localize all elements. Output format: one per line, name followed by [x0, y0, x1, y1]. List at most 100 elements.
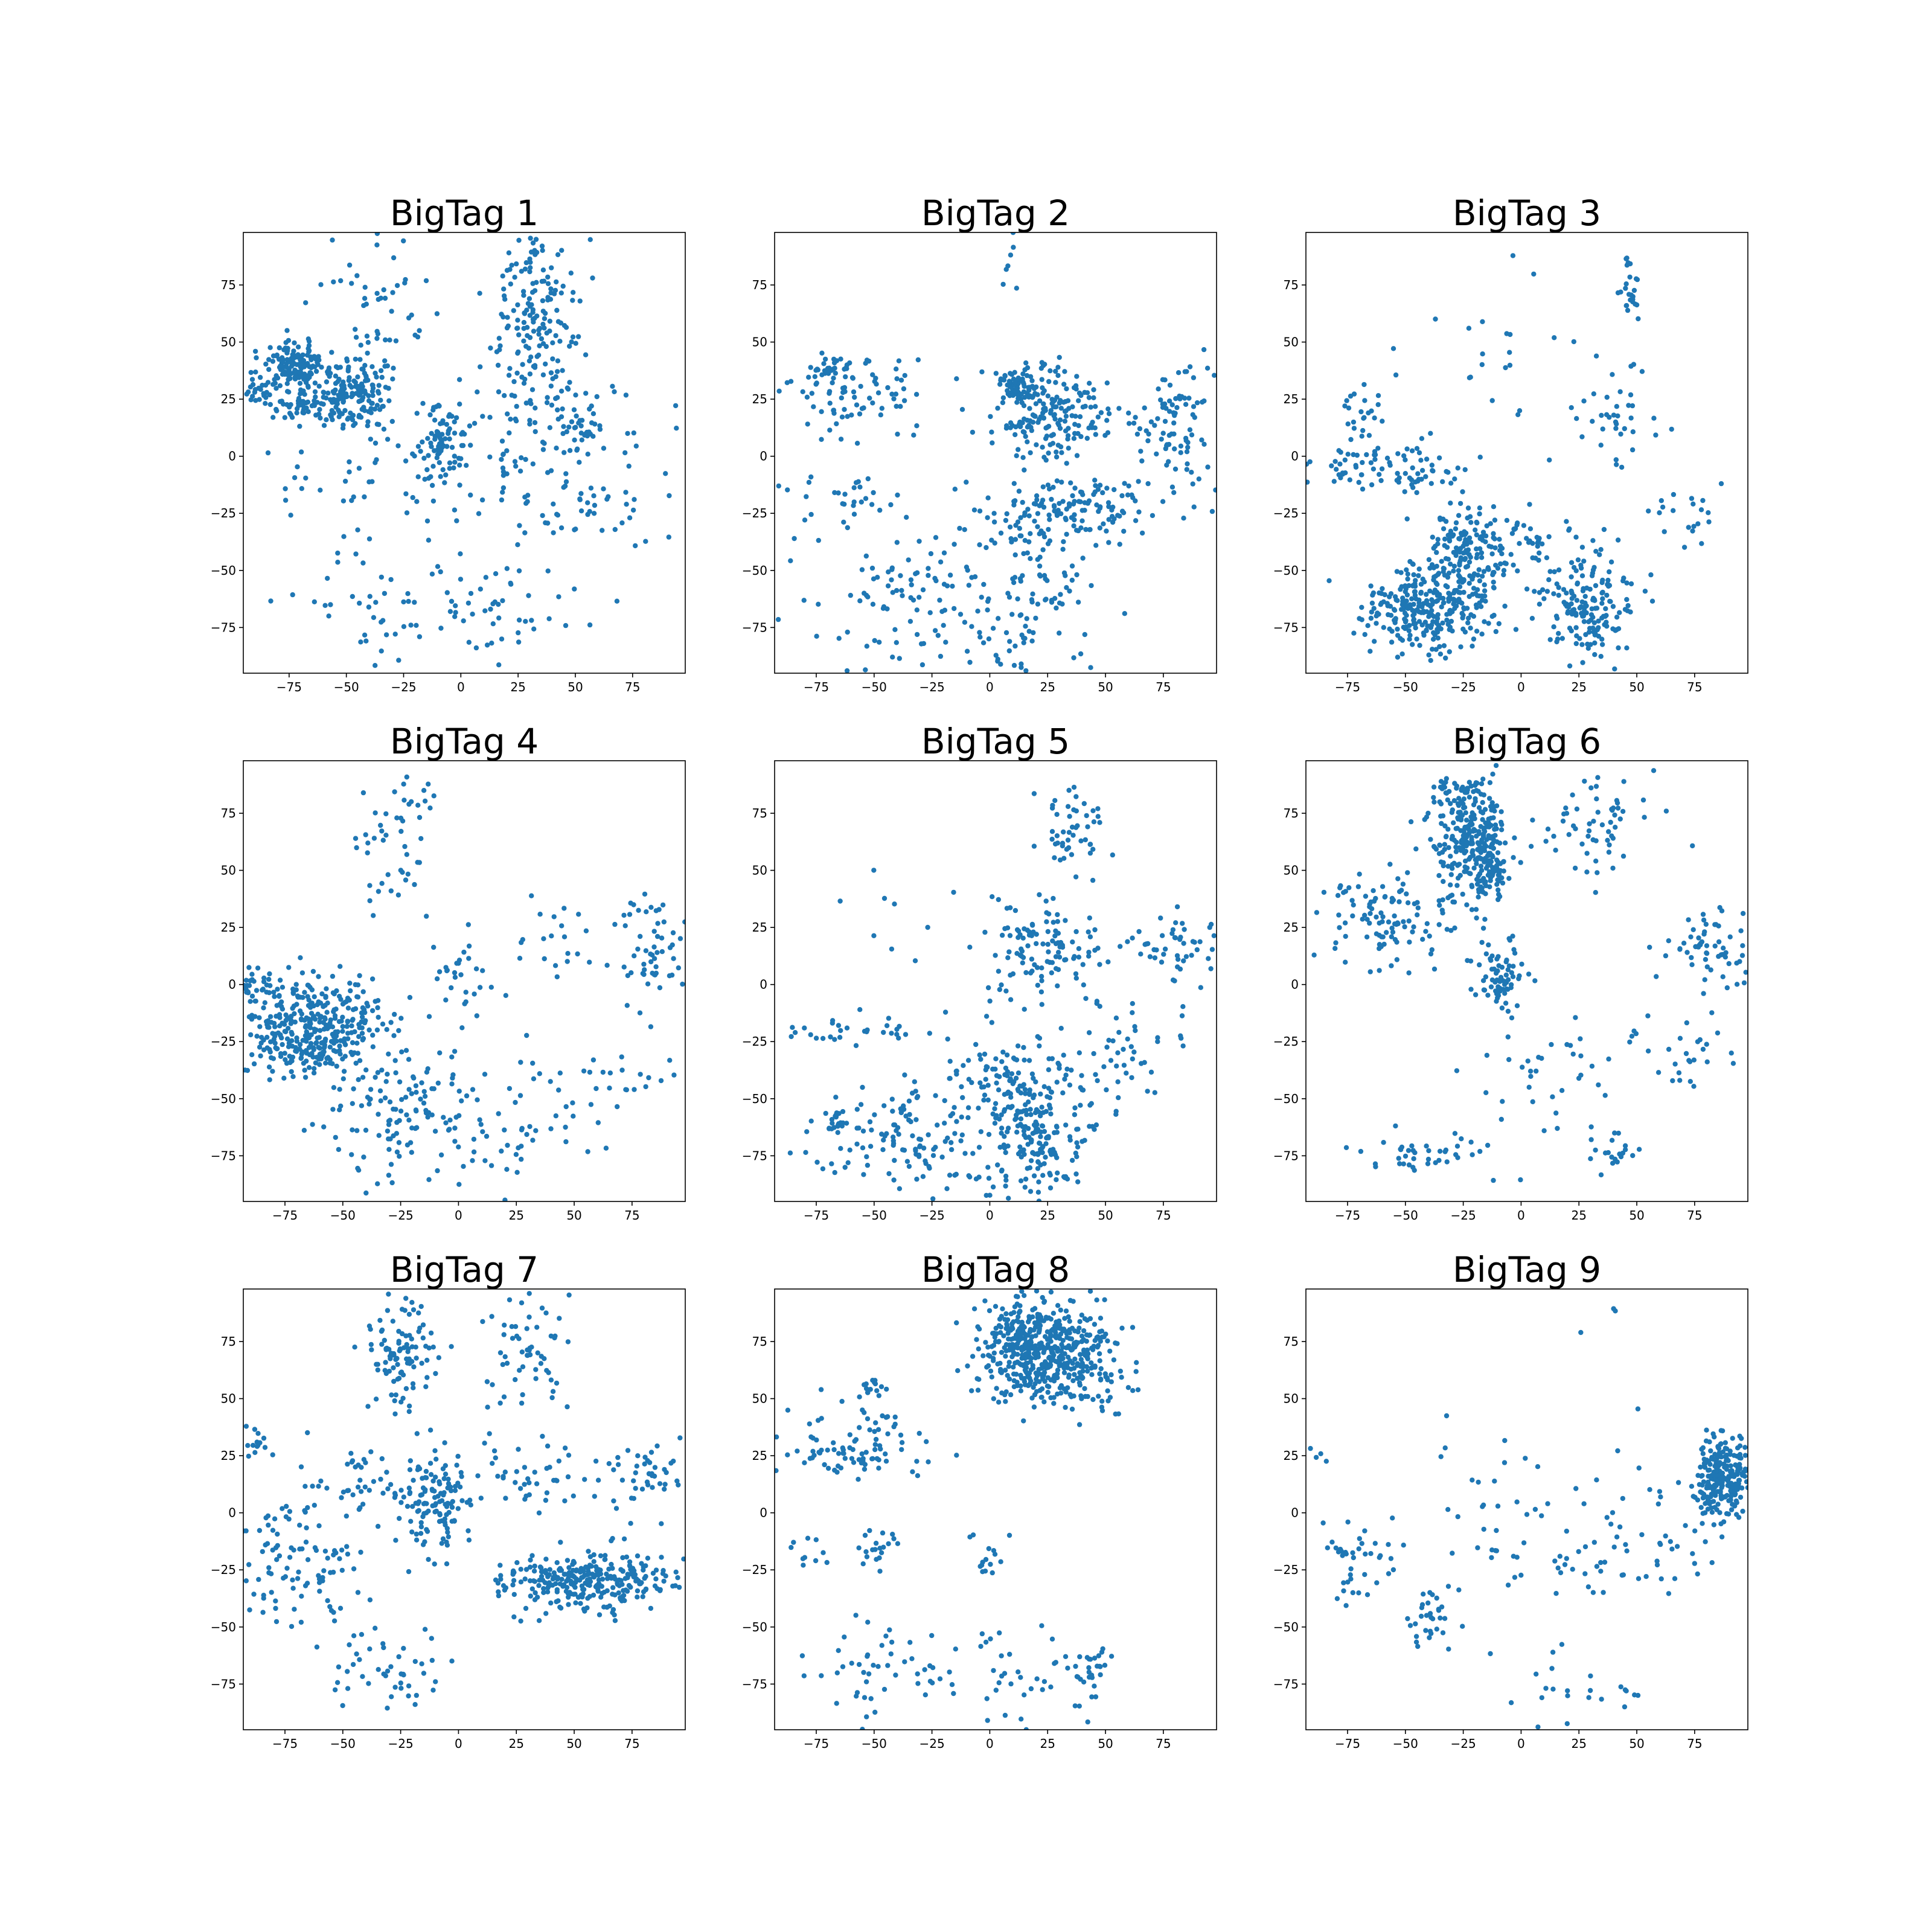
- data-point: [366, 536, 373, 542]
- data-point: [571, 290, 576, 295]
- data-point: [1441, 566, 1447, 572]
- data-point: [852, 394, 857, 400]
- data-point: [471, 1136, 477, 1142]
- data-point: [977, 508, 983, 514]
- data-point: [499, 456, 504, 462]
- data-point: [1053, 380, 1058, 385]
- data-point: [593, 1086, 599, 1092]
- data-point: [1147, 954, 1153, 959]
- data-point: [1610, 807, 1615, 813]
- data-point: [1012, 643, 1018, 649]
- data-point: [480, 1129, 485, 1134]
- data-point: [1205, 464, 1211, 470]
- data-point: [295, 464, 300, 470]
- data-point: [1460, 891, 1465, 897]
- data-point: [370, 392, 376, 398]
- data-point: [385, 363, 390, 369]
- data-point: [531, 1076, 537, 1082]
- data-point: [1451, 899, 1457, 905]
- data-point: [508, 281, 513, 287]
- data-point: [898, 573, 903, 578]
- data-point: [422, 476, 427, 482]
- data-point: [1699, 541, 1704, 546]
- data-point: [1000, 281, 1006, 287]
- data-point: [1723, 950, 1729, 956]
- data-point: [547, 425, 552, 430]
- data-point: [872, 1112, 877, 1118]
- data-point: [1139, 458, 1145, 464]
- data-point: [440, 467, 446, 473]
- data-point: [1062, 418, 1068, 424]
- data-point: [1051, 484, 1056, 490]
- y-tick-label: 0: [1291, 449, 1299, 464]
- data-point: [621, 964, 627, 970]
- data-point: [1023, 624, 1028, 629]
- data-point: [1430, 647, 1435, 652]
- data-point: [472, 991, 477, 997]
- data-point: [1580, 660, 1585, 665]
- data-point: [509, 263, 514, 268]
- data-point: [480, 414, 485, 419]
- data-point: [1413, 846, 1419, 852]
- data-point: [577, 298, 583, 304]
- data-point: [1419, 476, 1424, 482]
- data-point: [587, 406, 592, 412]
- data-point: [1463, 530, 1469, 536]
- data-point: [1499, 809, 1504, 814]
- data-point: [296, 395, 302, 401]
- data-point: [504, 448, 510, 453]
- data-point: [1578, 565, 1584, 571]
- data-point: [1361, 415, 1367, 420]
- data-point: [973, 1041, 979, 1048]
- data-point: [484, 642, 490, 648]
- data-point: [1474, 915, 1479, 921]
- data-point: [1080, 518, 1085, 523]
- data-point: [1474, 546, 1479, 552]
- data-point: [1431, 966, 1438, 972]
- data-point: [1040, 1110, 1046, 1115]
- data-point: [286, 377, 291, 382]
- data-point: [1166, 398, 1172, 404]
- data-point: [305, 346, 311, 351]
- data-point: [1002, 1092, 1008, 1097]
- data-point: [870, 372, 875, 377]
- data-point: [1491, 845, 1496, 851]
- data-point: [1025, 550, 1031, 555]
- data-point: [318, 1000, 324, 1006]
- data-point: [1055, 919, 1061, 924]
- data-point: [1559, 636, 1565, 641]
- data-point: [1592, 598, 1598, 603]
- data-point: [337, 1051, 343, 1057]
- data-point: [330, 389, 336, 394]
- data-point: [1076, 499, 1082, 504]
- data-point: [1377, 968, 1382, 973]
- data-point: [1054, 811, 1060, 817]
- data-point: [1357, 871, 1362, 877]
- data-point: [1587, 629, 1592, 635]
- data-point: [870, 601, 876, 607]
- data-point: [1513, 627, 1519, 632]
- data-point: [901, 386, 907, 392]
- data-point: [1181, 958, 1186, 964]
- data-point: [403, 458, 409, 464]
- data-point: [1017, 526, 1023, 531]
- data-point: [1473, 796, 1478, 802]
- data-point: [1388, 591, 1394, 597]
- data-point: [1411, 924, 1416, 930]
- data-point: [1435, 616, 1441, 621]
- data-point: [1362, 632, 1367, 638]
- data-point: [1484, 1052, 1489, 1058]
- data-point: [1410, 929, 1415, 935]
- data-point: [860, 1145, 866, 1151]
- data-point: [272, 1024, 278, 1029]
- data-point: [519, 374, 525, 380]
- data-point: [1142, 1060, 1147, 1066]
- data-point: [1380, 914, 1386, 920]
- data-point: [1436, 898, 1442, 904]
- data-point: [496, 389, 502, 395]
- data-point: [1054, 1177, 1059, 1183]
- data-point: [1353, 464, 1359, 470]
- data-point: [534, 280, 539, 285]
- data-point: [456, 377, 462, 382]
- data-point: [899, 587, 904, 593]
